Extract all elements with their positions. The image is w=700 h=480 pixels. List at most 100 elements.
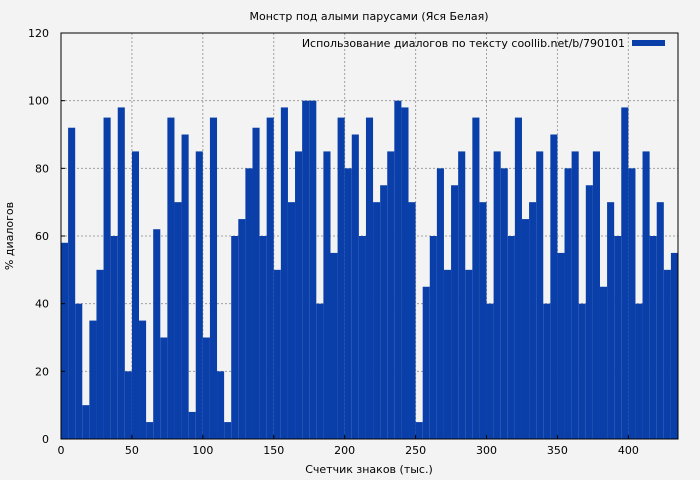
data-bar: [429, 236, 437, 439]
data-bar: [486, 303, 494, 439]
data-bar: [302, 100, 310, 440]
data-bar: [280, 107, 288, 439]
data-bar: [536, 151, 544, 439]
data-bar: [89, 320, 97, 439]
data-bar: [592, 151, 600, 439]
data-bar: [160, 337, 168, 439]
data-bar: [436, 168, 444, 440]
data-bar: [557, 252, 565, 439]
data-bar: [273, 269, 281, 439]
data-bar: [585, 185, 593, 439]
data-bar: [96, 269, 104, 439]
data-bar: [146, 422, 154, 439]
data-bar: [621, 107, 629, 439]
data-bar: [550, 134, 558, 439]
y-tick-label: 80: [35, 162, 49, 175]
data-bar: [153, 229, 161, 439]
data-bar: [238, 219, 246, 439]
data-bar: [670, 252, 678, 439]
data-bar: [465, 269, 473, 439]
data-bar: [188, 411, 196, 439]
data-bar: [373, 202, 381, 439]
data-bar: [649, 236, 657, 439]
data-bar: [351, 134, 359, 439]
data-bar: [394, 100, 402, 440]
data-bar: [443, 269, 452, 439]
data-bar: [365, 117, 374, 439]
x-tick-label: 50: [125, 444, 139, 457]
y-tick-label: 60: [35, 230, 49, 243]
data-bar: [316, 303, 324, 439]
data-bar: [195, 151, 203, 439]
legend-label: Использование диалогов по тексту coollib…: [302, 37, 625, 50]
data-bar: [656, 202, 664, 439]
y-axis-ticks: 0 20 40 60 80 100 120: [28, 27, 65, 446]
data-bar: [422, 286, 430, 439]
data-bar: [500, 168, 508, 440]
y-axis-label: % диалогов: [3, 202, 16, 270]
data-bar: [642, 151, 650, 439]
data-bar: [344, 168, 352, 440]
x-tick-label: 350: [547, 444, 568, 457]
data-bar: [458, 151, 466, 439]
chart-title: Монстр под алыми парусами (Яся Белая): [249, 10, 488, 23]
data-bar: [75, 303, 83, 439]
data-bar: [401, 107, 409, 439]
data-bar: [117, 107, 125, 439]
data-bar: [521, 219, 530, 439]
data-bar: [337, 117, 345, 439]
data-bar: [599, 286, 608, 439]
x-tick-label: 250: [405, 444, 426, 457]
data-bar: [323, 151, 331, 439]
data-bar: [330, 252, 338, 439]
data-bar: [295, 151, 303, 439]
data-bar: [61, 242, 69, 439]
data-bar: [529, 202, 537, 439]
data-bar: [309, 100, 317, 440]
data-bar: [82, 405, 90, 439]
y-tick-label: 120: [28, 27, 49, 40]
data-bar: [224, 422, 232, 439]
x-tick-label: 300: [476, 444, 497, 457]
data-bar: [217, 371, 225, 439]
data-bar: [231, 236, 239, 439]
data-bar: [110, 236, 118, 439]
data-bar: [181, 134, 189, 439]
y-tick-label: 20: [35, 365, 49, 378]
data-bar: [472, 117, 480, 439]
data-bar: [131, 151, 140, 439]
data-bar: [479, 202, 487, 439]
data-bar: [167, 117, 175, 439]
data-bar: [259, 236, 267, 439]
data-bar: [139, 320, 147, 439]
data-bar: [266, 117, 274, 439]
data-bar: [202, 337, 210, 439]
data-bar: [387, 151, 395, 439]
data-bar: [252, 127, 260, 439]
x-axis-label: Счетчик знаков (тыс.): [305, 463, 433, 476]
y-tick-label: 100: [28, 95, 49, 108]
data-bar: [493, 151, 501, 439]
data-bar: [614, 236, 622, 439]
data-bar: [358, 236, 366, 439]
data-bar: [287, 202, 296, 439]
data-bar: [68, 127, 76, 439]
legend: Использование диалогов по тексту coollib…: [302, 37, 665, 50]
x-tick-label: 400: [618, 444, 639, 457]
data-bar: [174, 202, 182, 439]
data-bar: [209, 117, 218, 439]
data-bar: [564, 168, 572, 440]
x-tick-label: 100: [192, 444, 213, 457]
data-bar: [514, 117, 522, 439]
data-bar: [507, 236, 515, 439]
x-tick-label: 150: [263, 444, 284, 457]
data-bar: [408, 202, 416, 439]
data-bar: [451, 185, 459, 439]
data-bar: [571, 151, 579, 439]
data-bar: [380, 185, 388, 439]
x-axis-ticks: 0 50 100 150 200 250 300 350 400: [58, 435, 639, 457]
data-bar: [415, 422, 423, 439]
x-tick-label: 0: [58, 444, 65, 457]
x-tick-label: 200: [334, 444, 355, 457]
